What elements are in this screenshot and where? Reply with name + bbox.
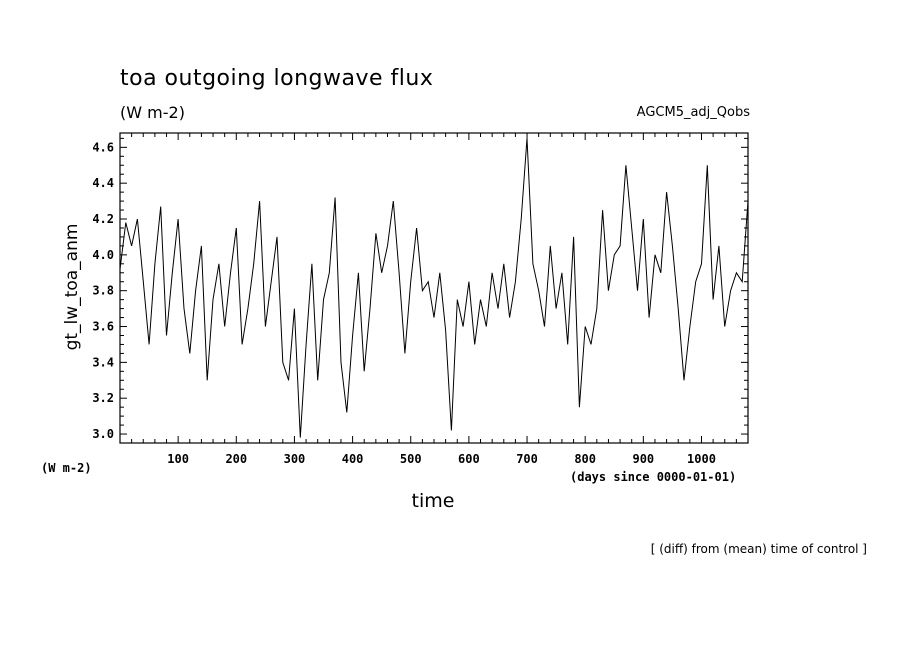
x-tick-label: 500: [400, 452, 422, 466]
y-tick-label: 3.6: [92, 320, 114, 334]
x-units-label: (days since 0000-01-01): [570, 470, 737, 484]
x-axis-label: time: [411, 490, 455, 512]
x-tick-label: 200: [225, 452, 247, 466]
x-tick-label: 300: [284, 452, 306, 466]
y-tick-label: 3.8: [92, 284, 114, 298]
chart-title: toa outgoing longwave flux: [120, 66, 434, 91]
x-tick-label: 1000: [687, 452, 716, 466]
y-tick-label: 3.0: [92, 427, 114, 441]
y-units-label: (W m-2): [41, 461, 92, 475]
units-label: (W m-2): [120, 103, 185, 122]
dataset-label: AGCM5_adj_Qobs: [636, 105, 750, 120]
x-tick-label: 700: [516, 452, 538, 466]
plot-frame: [119, 132, 749, 444]
y-tick-label: 4.0: [92, 248, 114, 262]
series-line: [119, 138, 749, 438]
y-tick-label: 3.2: [92, 391, 114, 405]
y-tick-label: 4.6: [92, 140, 114, 154]
y-tick-label: 4.4: [92, 176, 114, 190]
x-tick-label: 800: [574, 452, 596, 466]
footnote: [ (diff) from (mean) time of control ]: [650, 542, 867, 556]
x-tick-label: 400: [342, 452, 364, 466]
x-tick-label: 600: [458, 452, 480, 466]
y-tick-label: 3.4: [92, 355, 114, 369]
x-tick-label: 900: [632, 452, 654, 466]
x-tick-label: 100: [167, 452, 189, 466]
y-tick-label: 4.2: [92, 212, 114, 226]
